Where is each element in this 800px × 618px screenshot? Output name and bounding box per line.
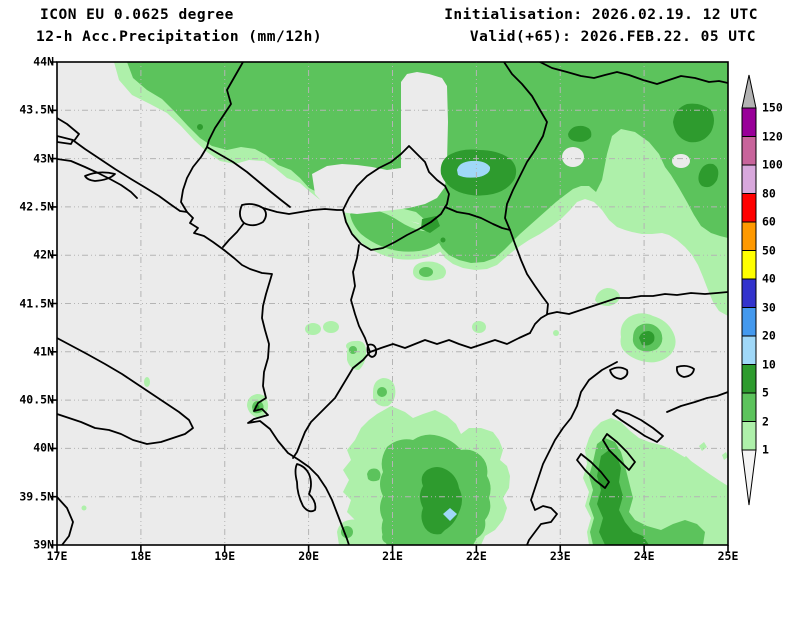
colorbar-segment: [742, 108, 756, 137]
colorbar-label: 5: [762, 387, 769, 399]
colorbar-label: 50: [762, 245, 776, 257]
lat-label: 41.5N: [19, 298, 54, 310]
colorbar-underflow-arrow: [742, 450, 756, 505]
colorbar-overflow-arrow: [742, 75, 756, 108]
lat-label: 44N: [33, 56, 54, 68]
lat-label: 40N: [33, 443, 54, 455]
colorbar-segment: [742, 222, 756, 251]
forecast-map: [0, 0, 800, 618]
colorbar-segment: [742, 308, 756, 337]
colorbar-label: 30: [762, 302, 776, 314]
lon-label: 18E: [130, 551, 151, 563]
colorbar-segment: [742, 137, 756, 166]
lon-label: 21E: [382, 551, 403, 563]
colorbar-segment: [742, 194, 756, 223]
colorbar-segment: [742, 336, 756, 365]
lat-label: 39.5N: [19, 491, 54, 503]
lat-label: 41N: [33, 346, 54, 358]
colorbar-label: 40: [762, 273, 776, 285]
map-area: [57, 62, 728, 545]
colorbar-segment: [742, 393, 756, 422]
colorbar-label: 100: [762, 159, 783, 171]
colorbar-segment: [742, 251, 756, 280]
lon-label: 25E: [718, 551, 739, 563]
lon-label: 17E: [47, 551, 68, 563]
lon-label: 22E: [466, 551, 487, 563]
colorbar-segment: [742, 165, 756, 194]
lon-label: 20E: [298, 551, 319, 563]
lat-label: 42N: [33, 249, 54, 261]
lat-label: 43.5N: [19, 105, 54, 117]
colorbar-label: 120: [762, 131, 783, 143]
colorbar-label: 2: [762, 416, 769, 428]
colorbar-label: 60: [762, 216, 776, 228]
lat-label: 40.5N: [19, 394, 54, 406]
colorbar-segment: [742, 422, 756, 451]
colorbar-label: 10: [762, 359, 776, 371]
colorbar-label: 150: [762, 102, 783, 114]
colorbar-segment: [742, 279, 756, 308]
lon-label: 24E: [634, 551, 655, 563]
lon-label: 23E: [550, 551, 571, 563]
colorbar-segment: [742, 365, 756, 394]
colorbar: [742, 75, 756, 505]
lat-label: 43N: [33, 153, 54, 165]
lon-label: 19E: [214, 551, 235, 563]
colorbar-label: 1: [762, 444, 769, 456]
lat-label: 42.5N: [19, 201, 54, 213]
colorbar-label: 20: [762, 330, 776, 342]
colorbar-label: 80: [762, 188, 776, 200]
